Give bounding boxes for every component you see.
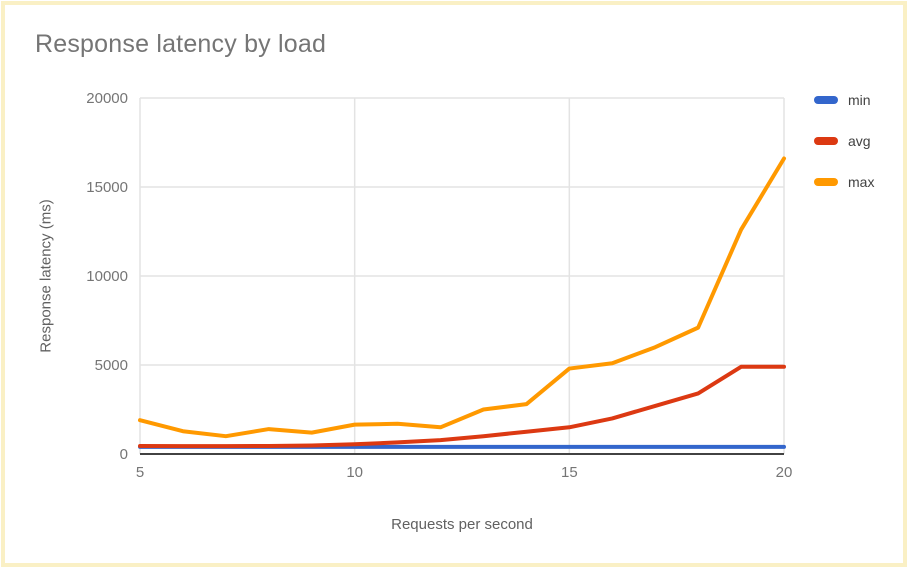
chart-title: Response latency by load	[35, 30, 327, 58]
legend-swatch-avg	[814, 137, 838, 145]
x-tick-label: 5	[136, 464, 144, 481]
legend-swatch-max	[814, 178, 838, 186]
legend: min avg max	[814, 92, 874, 215]
legend-item-min[interactable]: min	[814, 92, 874, 108]
legend-item-max[interactable]: max	[814, 174, 874, 190]
y-tick-label: 10000	[86, 268, 128, 285]
legend-label: max	[848, 174, 875, 190]
legend-swatch-min	[814, 96, 838, 104]
x-tick-label: 20	[776, 464, 793, 481]
y-tick-label: 20000	[86, 90, 128, 107]
y-tick-label: 15000	[86, 179, 128, 196]
y-axis-title: Response latency (ms)	[37, 199, 55, 353]
series-line-max[interactable]	[138, 156, 786, 439]
series-line-avg[interactable]	[138, 364, 786, 449]
y-tick-label: 0	[120, 446, 128, 463]
x-axis-title: Requests per second	[391, 516, 533, 533]
legend-label: min	[848, 92, 871, 108]
y-tick-label: 5000	[95, 357, 128, 374]
x-tick-label: 10	[346, 464, 363, 481]
legend-label: avg	[848, 133, 871, 149]
legend-item-avg[interactable]: avg	[814, 133, 874, 149]
x-tick-label: 15	[561, 464, 578, 481]
